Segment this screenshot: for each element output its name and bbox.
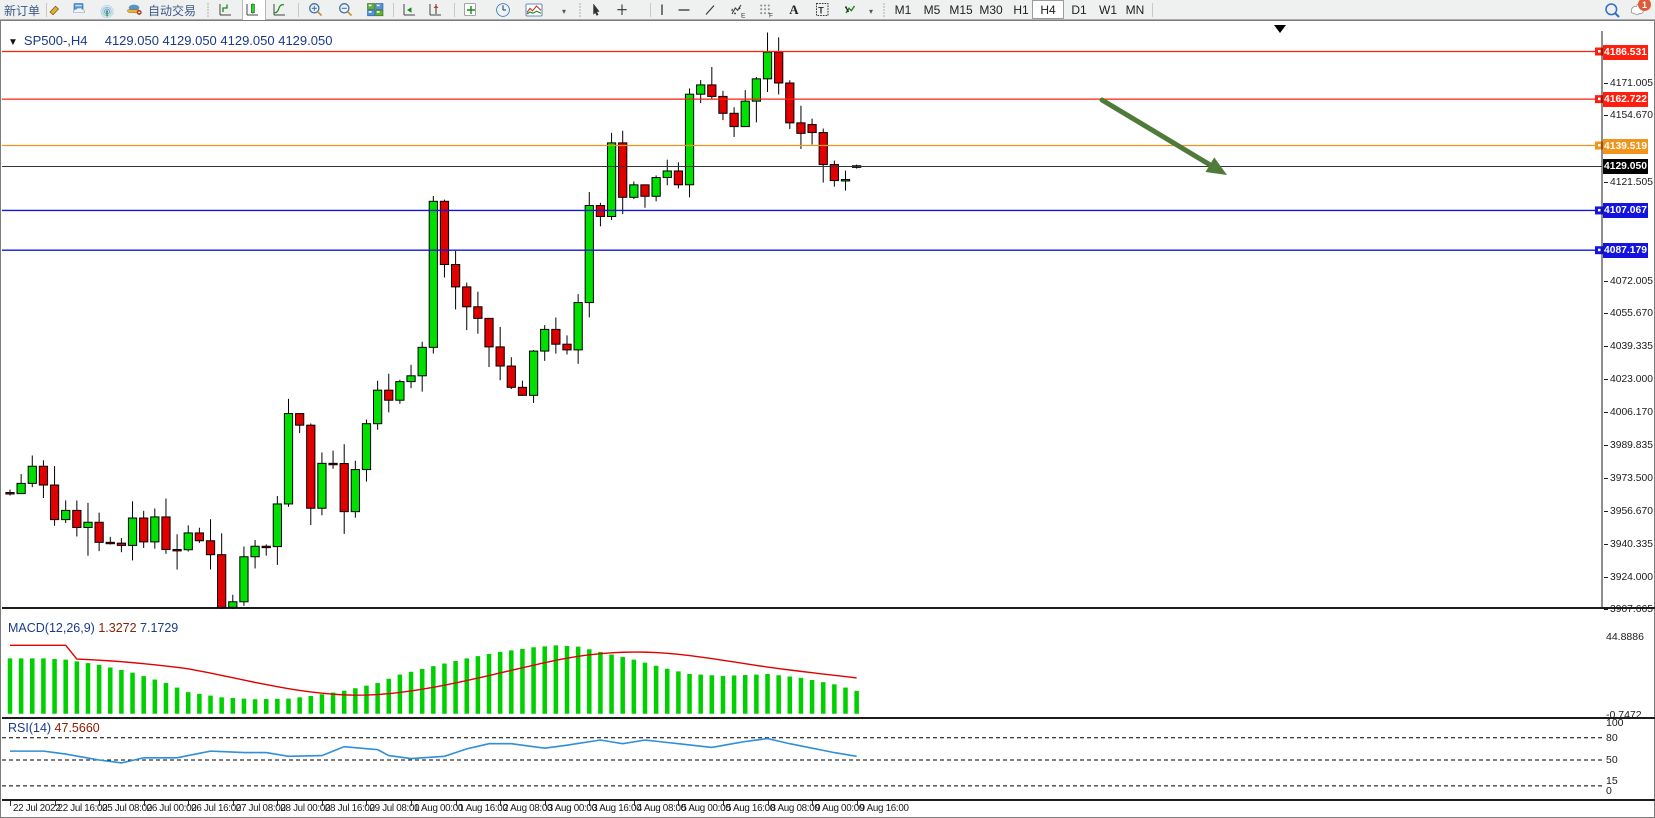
svg-text:E: E <box>741 13 746 19</box>
svg-text:F: F <box>769 13 773 19</box>
svg-text:T: T <box>818 6 824 16</box>
